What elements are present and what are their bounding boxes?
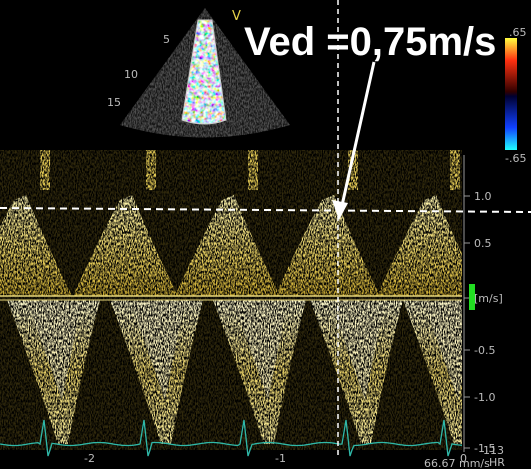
sweep-speed: 66.67 mm/s [424, 457, 490, 469]
scale-label: 0.5 [474, 237, 492, 250]
velocity-scale: 1.00.5[m/s]-0.5-1.0-1.5 [464, 190, 503, 455]
annotation: Ved =0,75m/s [244, 20, 496, 64]
depth-label: 10 [124, 68, 138, 81]
colorbar-max: .65 [509, 26, 527, 39]
scale-label: -1.0 [474, 391, 495, 404]
color-bar [505, 38, 517, 150]
scale-label: [m/s] [474, 292, 503, 305]
time-label: -1 [275, 452, 286, 465]
scale-label: -0.5 [474, 344, 495, 357]
streak [40, 150, 50, 190]
sector-marker: V [232, 9, 241, 24]
heart-rate-label: HR [489, 456, 505, 469]
streak [146, 150, 156, 190]
streak [248, 150, 258, 190]
ultrasound-screen: V 5 10 15 .65 -.65 1.0 0.5 [m/s] -0.5 -1.0 -1… [0, 0, 531, 469]
depth-label: 15 [107, 96, 121, 109]
baseline-marker [469, 284, 475, 310]
scale-label: 1.0 [474, 190, 492, 203]
colorbar-min: -.65 [505, 152, 526, 165]
time-label: -2 [84, 452, 95, 465]
streak [450, 150, 460, 190]
depth-label: 5 [163, 33, 170, 46]
